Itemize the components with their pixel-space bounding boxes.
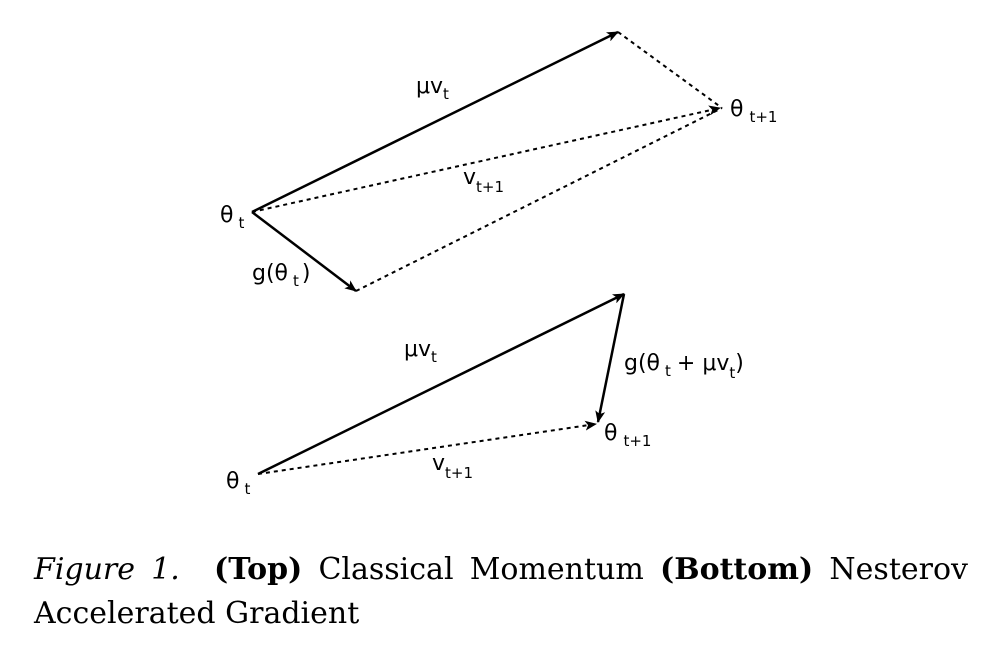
top-theta-t1-label: θ t+1	[730, 97, 777, 126]
top-gradient-label: g(θ t)	[252, 261, 311, 290]
bottom-gradient-arrow	[595, 293, 626, 423]
bottom-mu-v-arrow	[257, 292, 625, 476]
figure-label: Figure 1.	[34, 552, 180, 587]
top-dashed-gradient-to-theta	[355, 107, 723, 292]
top-v-t1-dashed-arrow	[251, 105, 721, 213]
caption-bottom-marker: (Bottom)	[660, 552, 814, 587]
caption-top-marker: (Top)	[214, 552, 303, 587]
top-mu-v-arrow	[251, 30, 619, 214]
top-v-t1-label: vt+1	[463, 165, 504, 196]
bottom-v-t1-label: vt+1	[432, 451, 473, 482]
bottom-v-t1-dashed-arrow	[257, 420, 597, 475]
top-dashed-mu-v-to-theta	[617, 31, 723, 109]
figure-caption: Figure 1. (Top) Classical Momentum (Bott…	[34, 548, 968, 636]
bottom-mu-v-label: μvt	[404, 337, 437, 366]
top-mu-v-label: μvt	[416, 74, 449, 103]
top-gradient-arrow	[251, 211, 357, 292]
caption-bottom-text: Nesterov Accelerated Gradient	[34, 552, 968, 631]
bottom-theta-t1-label: θ t+1	[604, 421, 651, 450]
caption-top-text: Classical Momentum	[318, 552, 644, 587]
bottom-gradient-label: g(θ t + μvt)	[624, 351, 744, 382]
